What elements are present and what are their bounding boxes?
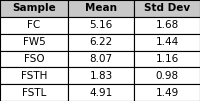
Text: 0.98: 0.98 <box>155 71 179 81</box>
Text: FC: FC <box>27 20 41 30</box>
Text: 1.44: 1.44 <box>155 37 179 47</box>
Text: 1.16: 1.16 <box>155 54 179 64</box>
Text: 1.68: 1.68 <box>155 20 179 30</box>
Text: 5.16: 5.16 <box>89 20 113 30</box>
Text: Mean: Mean <box>85 3 117 13</box>
Text: 8.07: 8.07 <box>89 54 113 64</box>
Text: FSTL: FSTL <box>22 88 46 98</box>
Text: FW5: FW5 <box>23 37 45 47</box>
Text: Std Dev: Std Dev <box>144 3 190 13</box>
Text: 4.91: 4.91 <box>89 88 113 98</box>
Text: 1.83: 1.83 <box>89 71 113 81</box>
Text: 6.22: 6.22 <box>89 37 113 47</box>
Text: FSTH: FSTH <box>21 71 47 81</box>
Text: Sample: Sample <box>12 3 56 13</box>
Text: FSO: FSO <box>24 54 44 64</box>
Text: 1.49: 1.49 <box>155 88 179 98</box>
